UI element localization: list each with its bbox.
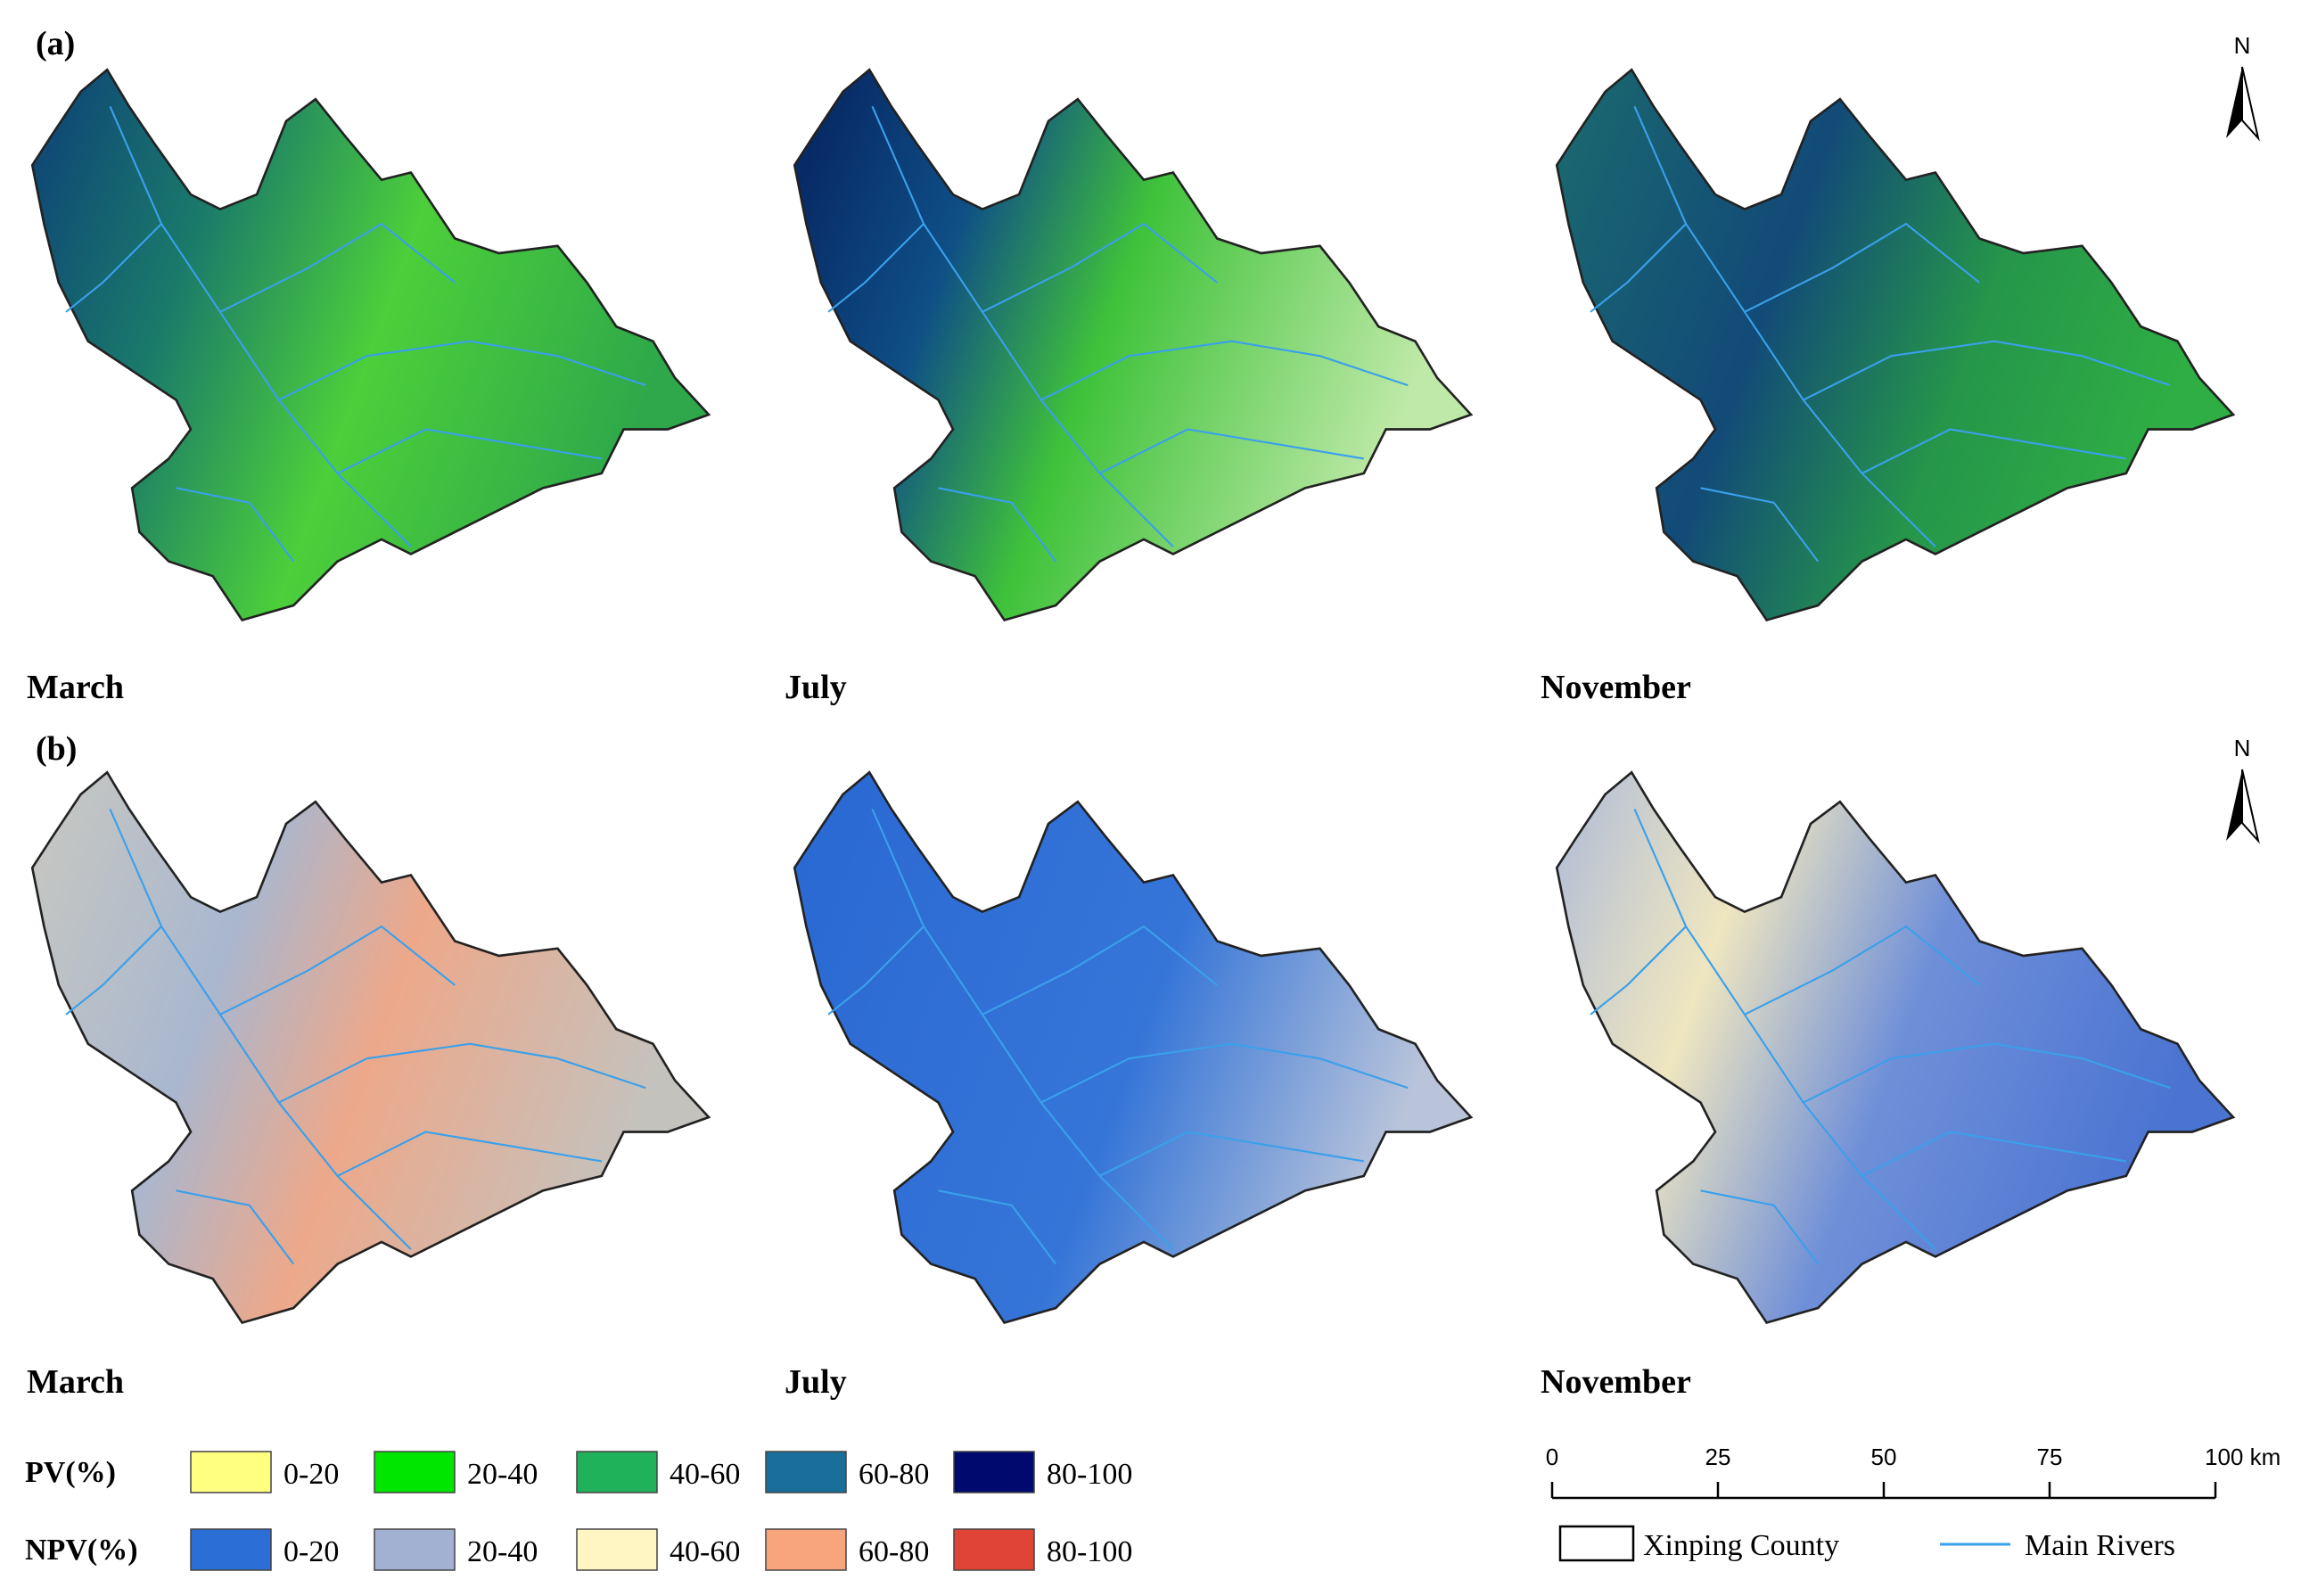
map-panel [1555,770,2235,1324]
county-swatch [1558,1525,1635,1562]
legend-swatch [374,1451,456,1493]
legend-swatch [765,1528,847,1571]
legend-label: 0-20 [284,1458,339,1491]
legend-swatch [953,1528,1035,1571]
legend-label: 0-20 [284,1535,339,1568]
county-label: Xinping County [1643,1529,1839,1562]
map-panel [30,770,711,1324]
river-label: Main Rivers [2025,1529,2175,1562]
panel-label: (b) [36,730,77,768]
legend-swatch [953,1451,1035,1493]
legend-label: 40-60 [670,1535,740,1568]
north-label: N [2234,32,2251,59]
county-map [1555,770,2235,1324]
legend-swatch [374,1528,456,1571]
county-map [30,770,711,1324]
scale-label: 75 [2037,1444,2063,1470]
north-label: N [2234,735,2251,761]
legend-swatch [190,1451,272,1493]
legend-swatch [576,1528,658,1571]
map-panel [793,770,1473,1324]
scale-label: 0 [1546,1444,1558,1470]
legend-title: NPV(%) [25,1534,138,1567]
county-map [793,68,1473,621]
month-label: March [27,1363,124,1401]
legend-label: 20-40 [467,1535,538,1568]
county-map [1555,68,2235,621]
county-map [793,770,1473,1324]
legend-label: 60-80 [859,1535,929,1568]
scale-label: 100 km [2205,1444,2280,1470]
legend-label: 20-40 [467,1458,538,1491]
north-arrow [2225,66,2259,139]
month-label: July [785,1363,847,1401]
month-label: November [1541,669,1691,706]
legend-label: 60-80 [859,1458,929,1491]
county-map [30,68,711,621]
legend-swatch [765,1451,847,1493]
scale-label: 25 [1705,1444,1731,1470]
legend-label: 80-100 [1047,1535,1132,1568]
panel-label: (a) [36,25,75,62]
map-legend: Xinping County Main Rivers [1558,1525,2175,1562]
legend: PV(%) 0-20 20-40 40-60 60-80 80-100 NPV(%) 0-20… [25,1451,1132,1571]
scale-label: 50 [1871,1444,1897,1470]
month-label: March [27,669,124,706]
legend-title: PV(%) [25,1456,116,1489]
legend-swatch [576,1451,658,1493]
map-panel [1555,68,2235,621]
north-arrow [2225,769,2259,842]
legend-swatch [190,1528,272,1571]
map-panel [793,68,1473,621]
map-panel [30,68,711,621]
legend-label: 40-60 [670,1458,740,1491]
month-label: November [1541,1363,1691,1401]
legend-label: 80-100 [1047,1458,1132,1491]
month-label: July [785,669,847,706]
maps: (a) March July November N (b) March July Novembe… [27,25,2259,1401]
scale-bar: 0 25 50 75 100 km [1546,1444,2280,1500]
